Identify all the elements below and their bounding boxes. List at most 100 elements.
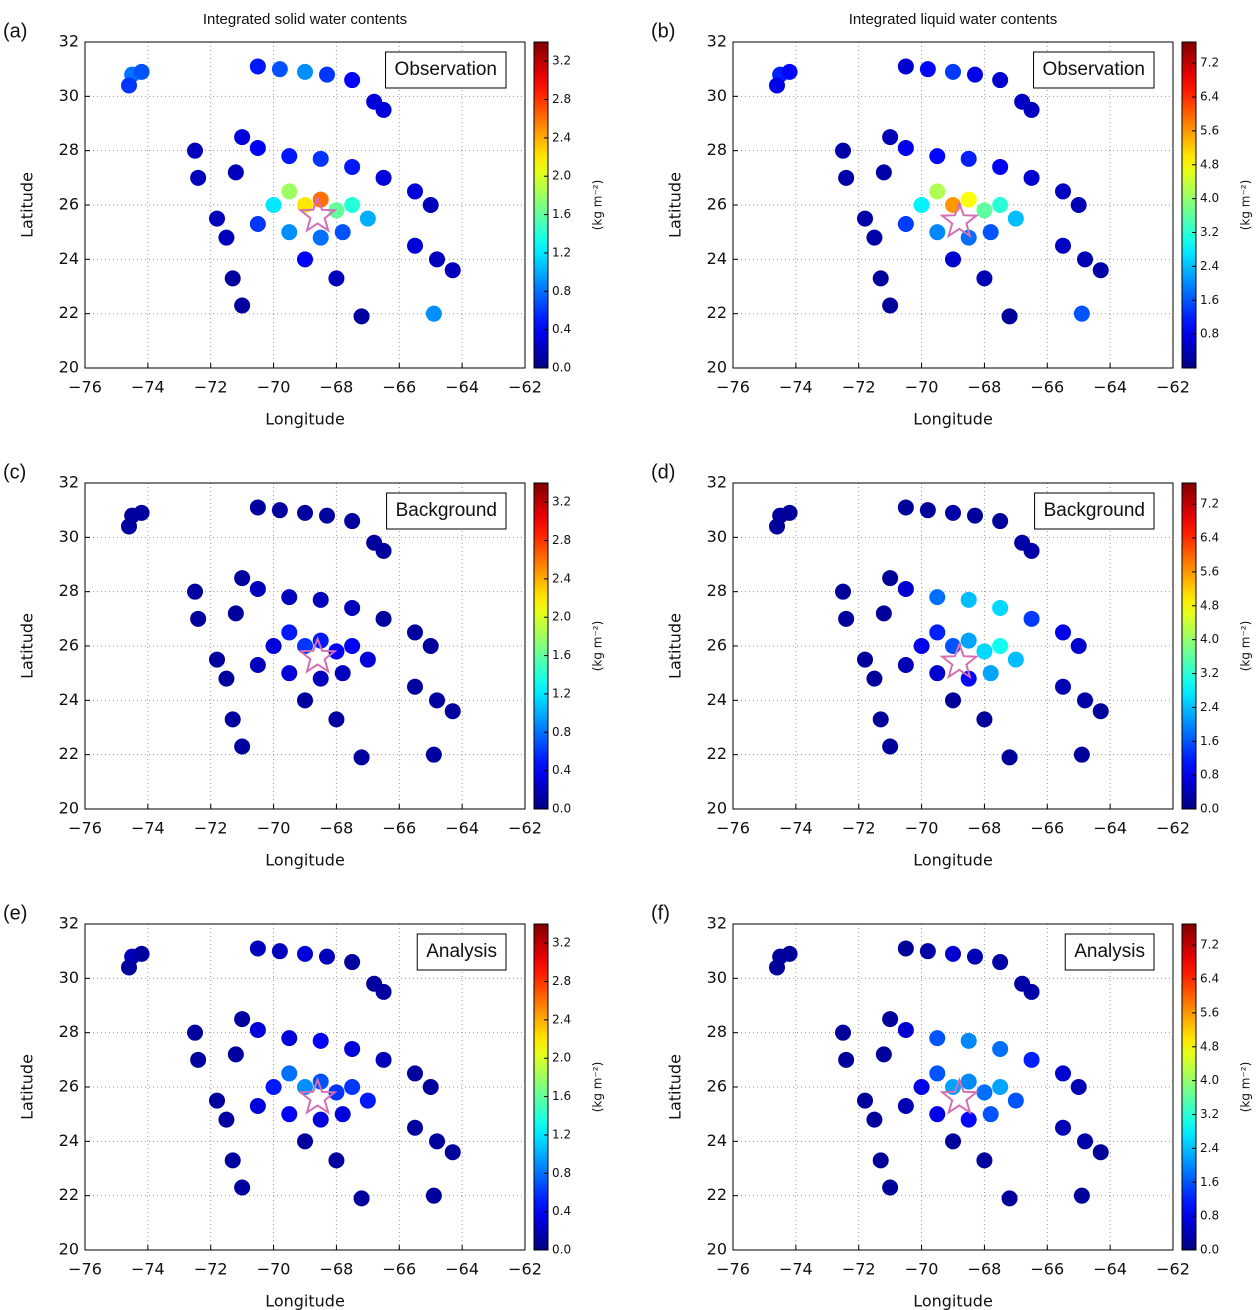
colorbar-tick-label: 2.8 [552, 974, 571, 988]
x-tick-label: −62 [508, 1260, 542, 1279]
point [976, 202, 993, 219]
point [133, 63, 150, 80]
point [312, 670, 329, 687]
point [976, 1084, 993, 1101]
point [781, 63, 798, 80]
point [1073, 746, 1090, 763]
y-tick-label: 28 [59, 1022, 79, 1041]
point [312, 591, 329, 608]
x-tick-label: −64 [1093, 1260, 1127, 1279]
y-tick-label: 32 [707, 914, 727, 933]
y-tick-label: 24 [707, 1131, 727, 1150]
point [945, 504, 961, 521]
point [1001, 308, 1018, 325]
point [312, 1032, 329, 1049]
point [328, 643, 345, 660]
annotation-box [1034, 492, 1155, 530]
point [249, 139, 266, 156]
colorbar-tick-label: 0.8 [552, 284, 571, 298]
y-axis-label: Latitude [18, 1054, 37, 1120]
panel-label: (f) [651, 902, 670, 924]
x-tick-label: −76 [716, 1260, 750, 1279]
point [960, 1111, 977, 1128]
point [1073, 1187, 1090, 1204]
x-tick-label: −62 [1156, 378, 1190, 397]
point [929, 1106, 946, 1123]
y-tick-label: 20 [59, 799, 79, 818]
colorbar-tick-label: 0.4 [552, 322, 571, 336]
point [190, 1051, 207, 1068]
point [857, 651, 873, 668]
point [234, 1011, 251, 1028]
center-star [939, 641, 980, 680]
colorbar-tick-label: 7.2 [1200, 56, 1219, 70]
point [992, 1040, 1009, 1057]
point [992, 72, 1009, 89]
point [218, 670, 235, 687]
point [249, 940, 266, 957]
point [929, 665, 946, 682]
point [897, 1098, 914, 1115]
point [992, 954, 1009, 971]
annotation-box [416, 933, 507, 971]
annotation-box [385, 51, 507, 89]
point [960, 1073, 977, 1090]
point [982, 1106, 999, 1123]
point [913, 1079, 930, 1095]
point [897, 216, 914, 233]
point [422, 638, 439, 654]
y-tick-label: 30 [707, 968, 727, 987]
chart-title: Integrated liquid water contents [849, 11, 1057, 28]
point [344, 954, 361, 971]
point [835, 1024, 851, 1041]
point [375, 101, 392, 118]
y-tick-label: 28 [707, 140, 727, 159]
x-axis-label: Longitude [913, 1292, 993, 1310]
point [913, 638, 930, 654]
colorbar [533, 923, 549, 1251]
point [422, 1079, 439, 1095]
point [209, 1092, 225, 1109]
point [328, 711, 345, 728]
x-tick-label: −66 [382, 1260, 416, 1279]
point [209, 210, 225, 227]
colorbar [1181, 923, 1197, 1251]
point [929, 183, 946, 200]
point [1001, 749, 1018, 766]
point [882, 1179, 899, 1196]
point [224, 711, 241, 728]
colorbar-tick-label: 5.6 [1200, 123, 1219, 137]
x-tick-label: −64 [1093, 378, 1127, 397]
point [407, 1119, 423, 1136]
point [359, 651, 376, 668]
y-tick-label: 20 [59, 358, 79, 377]
point [209, 651, 225, 668]
x-tick-label: −62 [508, 378, 542, 397]
center-star [297, 636, 338, 674]
colorbar-tick-label: 2.4 [552, 571, 571, 585]
x-tick-label: −72 [194, 1260, 228, 1279]
point [281, 665, 298, 682]
point [872, 1152, 889, 1169]
point [1092, 262, 1109, 279]
colorbar-tick-label: 0.8 [552, 1166, 571, 1180]
point [190, 610, 207, 627]
y-axis-label: Latitude [666, 613, 685, 679]
point [190, 169, 207, 186]
x-tick-label: −64 [1093, 819, 1127, 838]
point [224, 270, 241, 287]
point [271, 943, 288, 960]
point [781, 504, 798, 521]
point [1077, 251, 1093, 268]
point [976, 711, 993, 728]
y-tick-label: 24 [59, 249, 79, 268]
point [359, 210, 376, 227]
point [1073, 305, 1090, 322]
x-tick-label: −68 [320, 819, 354, 838]
colorbar-tick-label: 1.6 [1200, 1175, 1219, 1189]
panel-label: (e) [3, 902, 27, 924]
point [344, 1079, 361, 1095]
x-tick-label: −66 [382, 378, 416, 397]
point [882, 297, 899, 314]
point [281, 1065, 298, 1082]
